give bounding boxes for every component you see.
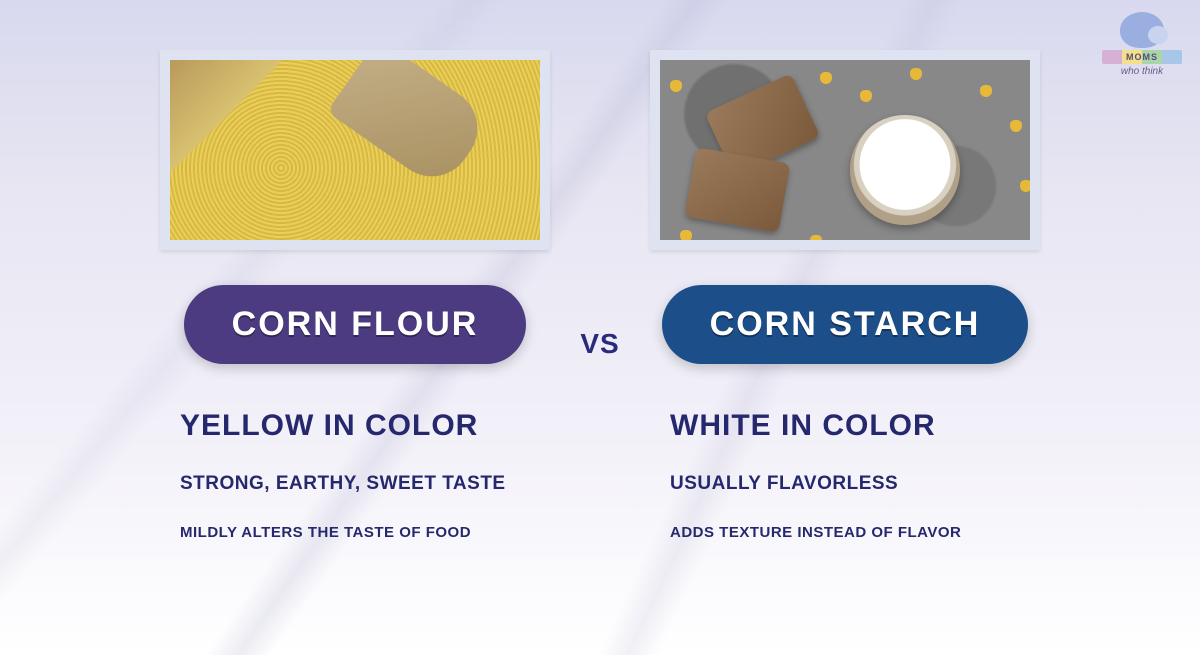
fact-color-starch: WHITE IN COLOR <box>670 409 1060 443</box>
burlap-sack-icon <box>685 147 791 232</box>
comparison-columns: CORN FLOUR YELLOW IN COLOR STRONG, EARTH… <box>0 50 1200 543</box>
fact-effect-starch: ADDS TEXTURE INSTEAD OF FLAVOR <box>670 523 990 543</box>
corn-kernel-icon <box>680 230 692 242</box>
bird-icon <box>1120 12 1164 48</box>
fact-effect-flour: MILDLY ALTERS THE TASTE OF FOOD <box>180 523 500 543</box>
corn-kernel-icon <box>860 90 872 102</box>
starch-bowl-icon <box>850 115 960 225</box>
fact-color-flour: YELLOW IN COLOR <box>180 409 570 443</box>
corn-kernel-icon <box>670 80 682 92</box>
corn-kernel-icon <box>820 72 832 84</box>
fact-taste-starch: USUALLY FLAVORLESS <box>670 473 1060 495</box>
fact-taste-flour: STRONG, EARTHY, SWEET TASTE <box>180 473 570 495</box>
corn-kernel-icon <box>1010 120 1022 132</box>
facts-corn-starch: WHITE IN COLOR USUALLY FLAVORLESS ADDS T… <box>630 409 1060 543</box>
title-pill-corn-starch: CORN STARCH <box>662 285 1029 364</box>
facts-corn-flour: YELLOW IN COLOR STRONG, EARTHY, SWEET TA… <box>140 409 570 543</box>
photo-corn-starch <box>650 50 1040 250</box>
column-corn-starch: CORN STARCH WHITE IN COLOR USUALLY FLAVO… <box>630 50 1060 543</box>
corn-kernel-icon <box>810 235 822 247</box>
corn-kernel-icon <box>960 240 972 250</box>
corn-kernel-icon <box>1020 180 1032 192</box>
corn-kernel-icon <box>910 68 922 80</box>
photo-corn-flour <box>160 50 550 250</box>
column-corn-flour: CORN FLOUR YELLOW IN COLOR STRONG, EARTH… <box>140 50 570 543</box>
corn-kernel-icon <box>980 85 992 97</box>
title-pill-corn-flour: CORN FLOUR <box>184 285 527 364</box>
